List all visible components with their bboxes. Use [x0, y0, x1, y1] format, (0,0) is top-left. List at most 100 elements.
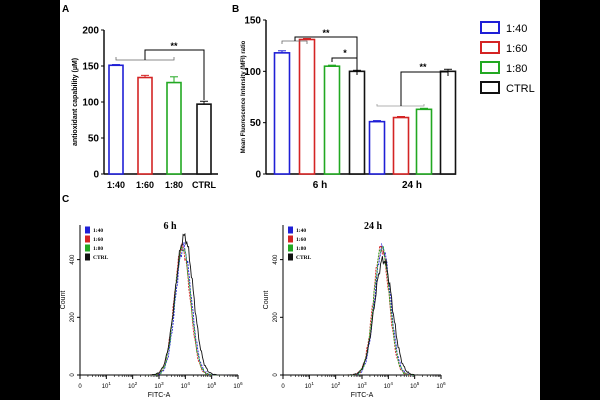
x-axis-label-c: FITC-A: [148, 392, 171, 399]
y-tick-label-a: 0: [93, 170, 99, 181]
panel-b-label: B: [232, 4, 239, 15]
subplot-title-c: 24 h: [364, 221, 383, 232]
x-tick-label-a: CTRL: [192, 180, 216, 190]
sig-label-b: **: [322, 28, 330, 38]
x-tick-label-c: 101: [102, 381, 112, 390]
x-tick-label-c: 101: [305, 381, 315, 390]
y-tick-label-a: 50: [88, 134, 100, 145]
x-tick-label-c: 106: [436, 381, 446, 390]
legend-label-c: CTRL: [296, 255, 312, 261]
sig-label-b: **: [419, 62, 427, 72]
bar-b: [368, 120, 386, 175]
legend-label-c: 1:80: [93, 246, 103, 252]
x-tick-label-c: 0: [78, 384, 82, 390]
sig-label-a: **: [170, 41, 178, 51]
x-tick-label-a: 1:40: [107, 180, 125, 190]
figure: A B C 0 50 100 150 200 1:40 1:60 1:80 CTRL antiox…: [60, 0, 540, 400]
legend-label: 1:40: [506, 23, 527, 35]
sig-bracket-b: [331, 57, 358, 75]
legend-label-c: 1:60: [296, 237, 306, 243]
chart-c: 0 200 400 0 101 102 103 104 105 106 FITC-A Count 6 h…: [60, 221, 446, 399]
y-axis-label-a: antioxidant capability (µM): [72, 58, 79, 146]
y-axis-label-b: Mean Fluorescence Intensity (MFI) ratio: [241, 40, 247, 153]
legend-swatch-c: [288, 226, 293, 234]
legend-swatch-c: [85, 235, 90, 243]
bar-b: [273, 52, 291, 175]
chart-a: 0 50 100 150 200 1:40 1:60 1:80 CTRL antioxidant …: [72, 26, 218, 190]
x-tick-label-c: 103: [357, 381, 367, 390]
x-tick-label-c: 103: [154, 381, 164, 390]
bar-b: [298, 38, 316, 175]
y-tick-label-a: 200: [82, 26, 99, 37]
figure-canvas: A B C 0 50 100 150 200 1:40 1:60 1:80 CTRL antiox…: [60, 4, 535, 399]
x-tick-label-c: 0: [281, 384, 285, 390]
y-tick-label-b: 100: [244, 67, 261, 78]
x-tick-label-c: 105: [207, 381, 217, 390]
legend-label-c: CTRL: [93, 255, 109, 261]
bar-b: [439, 70, 457, 175]
x-tick-label-c: 104: [181, 381, 191, 390]
legend-swatch-c: [288, 235, 293, 243]
sig-bracket-b: [400, 71, 449, 106]
legend-label-c: 1:40: [93, 228, 103, 234]
legend-label-c: 1:40: [296, 228, 306, 234]
y-tick-label-a: 100: [82, 98, 99, 109]
y-tick-label-b: 150: [244, 16, 261, 27]
bar-b: [323, 65, 341, 175]
sig-bracket-a: [144, 49, 205, 100]
legend-swatch-c: [85, 253, 90, 261]
legend-label: 1:60: [506, 43, 527, 55]
x-tick-label-c: 106: [233, 381, 243, 390]
legend-swatch-c: [288, 244, 293, 252]
x-axis-label-c: FITC-A: [351, 392, 374, 399]
bar-a: [166, 81, 182, 175]
legend-label-c: 1:60: [93, 237, 103, 243]
bar-b: [348, 70, 366, 175]
subplot-title-c: 6 h: [163, 221, 177, 232]
y-tick-label-b: 50: [250, 118, 262, 129]
legend-label: CTRL: [506, 83, 535, 95]
x-tick-label-a: 1:60: [136, 180, 154, 190]
x-tick-label-b: 6 h: [313, 180, 327, 191]
chart-b: 0 50 100 150 6 h 24 h Mean Fluorescence Intens…: [241, 16, 457, 191]
y-axis-label-c: Count: [263, 291, 270, 310]
x-tick-label-b: 24 h: [402, 180, 422, 191]
y-tick-label-c: 0: [70, 373, 76, 377]
panel-a-label: A: [62, 4, 69, 15]
legend-swatch: [480, 41, 500, 54]
legend-swatch-c: [85, 244, 90, 252]
legend-label: 1:80: [506, 63, 527, 75]
x-tick-label-c: 102: [331, 381, 341, 390]
legend-swatch: [480, 21, 500, 34]
y-tick-label-c: 400: [273, 254, 279, 265]
x-tick-label-c: 102: [128, 381, 138, 390]
x-tick-label-c: 105: [410, 381, 420, 390]
y-tick-label-c: 200: [273, 312, 279, 323]
sig-label-b: *: [343, 48, 347, 58]
legend-swatch: [480, 61, 500, 74]
legend-swatch-c: [288, 253, 293, 261]
y-tick-label-b: 0: [255, 170, 261, 181]
legend-swatch: [480, 81, 500, 94]
histogram-line-c: [137, 242, 228, 376]
histogram-line-c: [340, 246, 431, 376]
histogram-line-c: [137, 232, 228, 376]
bar-a: [137, 76, 153, 175]
legend: 1:40 1:60 1:80 CTRL: [480, 21, 535, 95]
y-tick-label-a: 150: [82, 62, 99, 73]
y-axis-label-c: Count: [60, 291, 67, 310]
sig-bracket-b: [294, 36, 358, 75]
y-tick-label-c: 200: [70, 312, 76, 323]
bar-a: [196, 103, 212, 175]
legend-swatch-c: [85, 226, 90, 234]
histogram-line-c: [340, 256, 431, 376]
y-tick-label-c: 400: [70, 254, 76, 265]
y-tick-label-c: 0: [273, 373, 279, 377]
histogram-line-c: [137, 245, 228, 376]
bar-b: [415, 108, 433, 175]
x-tick-label-c: 104: [384, 381, 394, 390]
bar-b: [392, 116, 410, 175]
legend-label-c: 1:80: [296, 246, 306, 252]
bar-a: [108, 64, 124, 175]
x-tick-label-a: 1:80: [165, 180, 183, 190]
